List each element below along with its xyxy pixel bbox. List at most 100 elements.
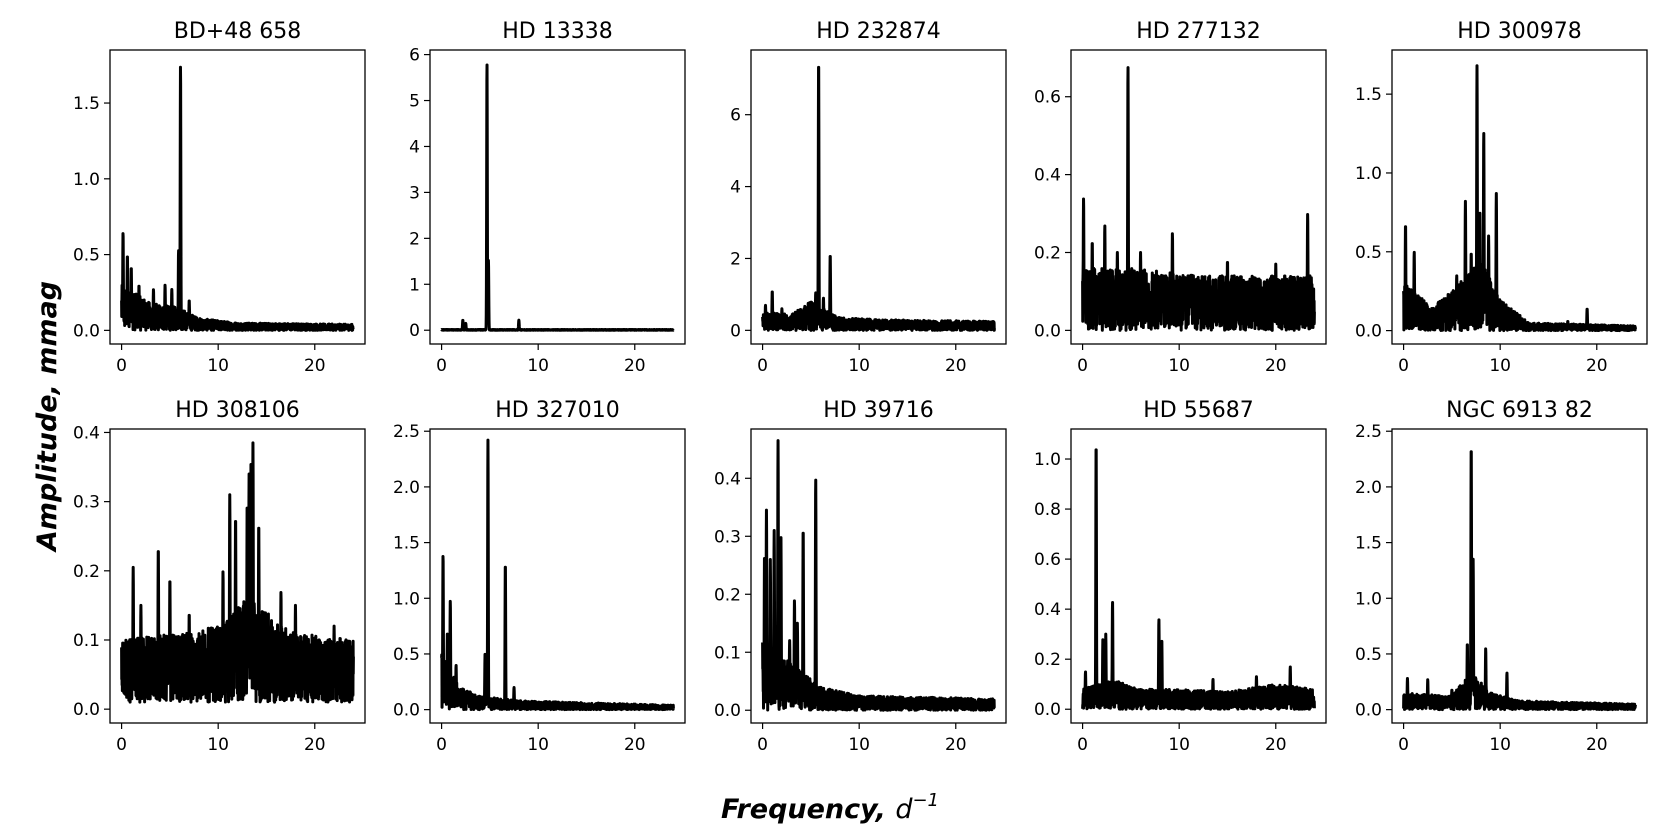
subplot-title: HD 308106 <box>175 398 299 423</box>
y-tick-label: 1.0 <box>1355 164 1382 184</box>
y-tick-label: 6 <box>409 46 420 66</box>
x-tick-label: 0 <box>1398 735 1409 755</box>
spectrum-line <box>761 65 996 332</box>
y-tick-label: 0.2 <box>714 585 741 605</box>
y-tick-label: 0.1 <box>714 643 741 663</box>
y-tick-label: 0.0 <box>714 701 741 721</box>
x-tick-label: 10 <box>848 735 870 755</box>
subplot-title: BD+48 658 <box>174 19 301 44</box>
y-tick-label: 4 <box>409 137 420 157</box>
y-tick-label: 0.0 <box>1034 700 1061 720</box>
y-tick-label: 1.5 <box>1355 534 1382 554</box>
y-tick-label: 0.0 <box>1034 321 1061 341</box>
subplot-frame <box>109 49 366 345</box>
y-tick-label: 2 <box>730 249 741 269</box>
x-tick-label: 20 <box>304 356 326 376</box>
subplot: HD 39716 0.0 0.1 0.2 0.3 0.4 0 10 20 <box>714 398 1007 755</box>
x-tick-label: 20 <box>1586 356 1608 376</box>
x-tick-label: 10 <box>1489 356 1511 376</box>
y-tick-label: 0.0 <box>1355 322 1382 342</box>
subplot-frame <box>429 49 686 345</box>
x-tick-label: 0 <box>757 735 768 755</box>
x-tick-label: 0 <box>436 356 447 376</box>
subplot: HD 55687 0.0 0.2 0.4 0.6 0.8 1.0 0 10 20 <box>1034 398 1327 755</box>
subplot-title: HD 13338 <box>502 19 612 44</box>
y-tick-label: 2.5 <box>1355 422 1382 442</box>
y-tick-label: 0.3 <box>73 493 100 513</box>
subplot-title: HD 277132 <box>1136 19 1260 44</box>
y-tick-label: 0.2 <box>1034 650 1061 670</box>
x-tick-label: 10 <box>527 356 549 376</box>
x-tick-label: 0 <box>1077 735 1088 755</box>
x-axis-label-text: Frequency, <box>721 794 895 825</box>
subplot: HD 13338 0 1 2 3 4 5 6 0 10 20 <box>409 19 686 376</box>
y-tick-label: 1.0 <box>73 170 100 190</box>
subplot-frame <box>750 49 1007 345</box>
y-tick-label: 2.0 <box>393 478 420 498</box>
spectrum-line <box>761 439 996 712</box>
y-tick-label: 1.0 <box>1355 589 1382 609</box>
x-tick-label: 20 <box>945 356 967 376</box>
y-tick-label: 1.5 <box>393 534 420 554</box>
subplot-title: HD 327010 <box>495 398 619 423</box>
subplot: HD 232874 0 2 4 6 0 10 20 <box>730 19 1007 376</box>
y-tick-label: 3 <box>409 183 420 203</box>
y-tick-label: 0 <box>409 321 420 341</box>
subplot-title: HD 39716 <box>823 398 933 423</box>
y-tick-label: 2 <box>409 229 420 249</box>
x-tick-label: 0 <box>757 356 768 376</box>
y-tick-label: 5 <box>409 92 420 112</box>
x-tick-label: 20 <box>1586 735 1608 755</box>
y-tick-label: 2.0 <box>1355 478 1382 498</box>
y-axis-label: Amplitude, mmag <box>32 281 63 553</box>
y-tick-label: 0.4 <box>1034 600 1061 620</box>
subplot-title: HD 300978 <box>1457 19 1581 44</box>
y-tick-label: 0.4 <box>1034 166 1061 186</box>
subplot-frame <box>429 428 686 724</box>
subplot-frame <box>1070 428 1327 724</box>
x-tick-label: 20 <box>945 735 967 755</box>
x-tick-label: 20 <box>1265 735 1287 755</box>
y-tick-label: 1.0 <box>393 589 420 609</box>
y-tick-label: 0.1 <box>73 631 100 651</box>
x-tick-label: 0 <box>436 735 447 755</box>
x-axis-label-exponent: −1 <box>912 790 939 811</box>
subplot: NGC 6913 82 0.0 0.5 1.0 1.5 2.0 2.5 0 10 20 <box>1355 398 1648 755</box>
y-tick-label: 0.0 <box>1355 701 1382 721</box>
x-tick-label: 10 <box>207 735 229 755</box>
subplot-frame <box>1391 49 1648 345</box>
subplot-frame <box>750 428 1007 724</box>
subplot: HD 300978 0.0 0.5 1.0 1.5 0 10 20 <box>1355 19 1648 376</box>
y-tick-label: 1 <box>409 275 420 295</box>
y-tick-label: 0 <box>730 321 741 341</box>
x-tick-label: 20 <box>304 735 326 755</box>
x-tick-label: 0 <box>1077 356 1088 376</box>
x-tick-label: 20 <box>1265 356 1287 376</box>
spectrum-line <box>1081 448 1316 711</box>
x-tick-label: 0 <box>116 735 127 755</box>
subplot: BD+48 658 0.0 0.5 1.0 1.5 0 10 20 <box>73 19 366 376</box>
y-tick-label: 0.6 <box>1034 550 1061 570</box>
y-tick-label: 0.5 <box>1355 243 1382 263</box>
spectrum-line <box>120 441 355 704</box>
spectrum-line <box>120 65 355 332</box>
y-tick-label: 0.0 <box>393 701 420 721</box>
y-tick-label: 0.3 <box>714 527 741 547</box>
y-tick-label: 0.0 <box>73 321 100 341</box>
y-tick-label: 0.5 <box>1355 645 1382 665</box>
x-tick-label: 10 <box>848 356 870 376</box>
spectrum-line <box>1081 66 1316 332</box>
y-tick-label: 0.5 <box>393 645 420 665</box>
y-tick-label: 0.6 <box>1034 88 1061 108</box>
y-tick-label: 6 <box>730 106 741 126</box>
y-tick-label: 0.8 <box>1034 500 1061 520</box>
y-tick-label: 0.5 <box>73 246 100 266</box>
y-tick-label: 0.0 <box>73 700 100 720</box>
spectrum-line <box>1402 450 1637 712</box>
subplot-frame <box>109 428 366 724</box>
subplot-frame <box>1070 49 1327 345</box>
y-tick-label: 0.4 <box>714 469 741 489</box>
subplot-title: NGC 6913 82 <box>1446 398 1593 423</box>
